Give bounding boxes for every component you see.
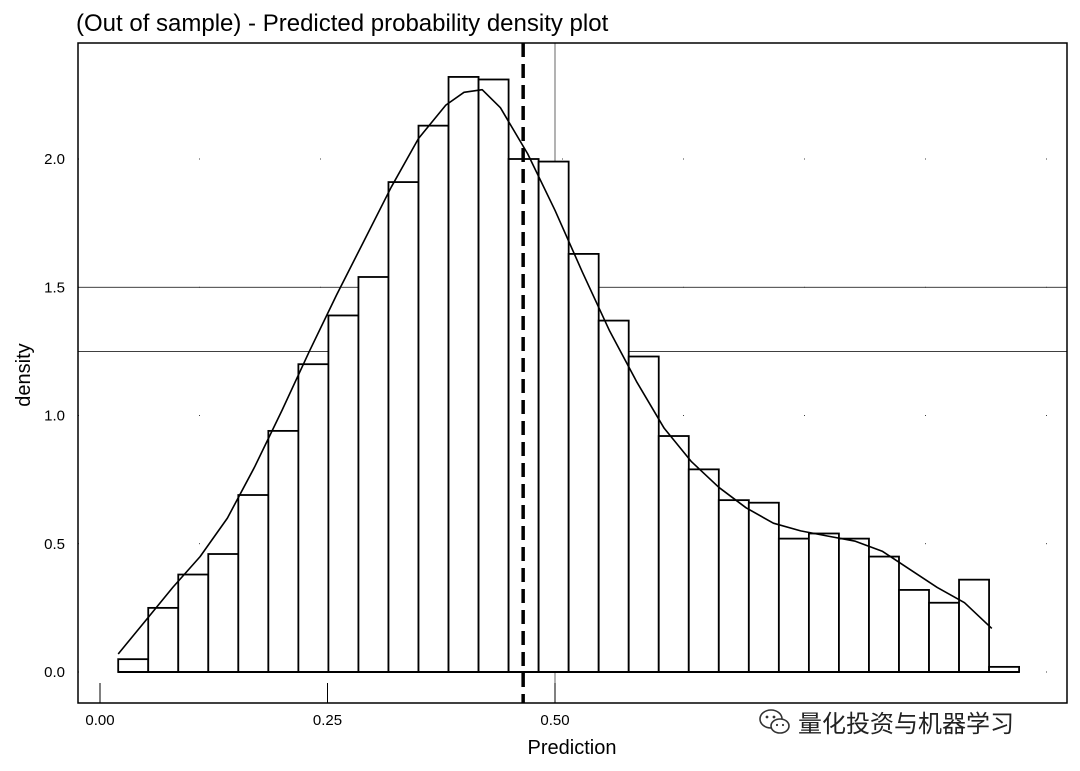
density-curve (117, 88, 993, 655)
watermark: 量化投资与机器学习 (758, 704, 1014, 739)
histogram-bars (117, 76, 1021, 673)
chart-title: (Out of sample) - Predicted probability … (76, 10, 609, 37)
y-axis-ticks: 0.0 0.5 1.0 1.5 2.0 (44, 151, 65, 681)
y-tick-label: 1.5 (44, 279, 65, 296)
y-tick-label: 0.0 (44, 664, 65, 681)
histogram-bar (687, 468, 720, 673)
histogram-bar (447, 76, 480, 673)
x-axis-ticks: 0.00 0.25 0.50 (85, 683, 570, 729)
x-tick-label: 0.00 (85, 712, 114, 729)
histogram-bar (567, 253, 600, 673)
histogram-bar (958, 578, 990, 673)
histogram-bar (657, 435, 690, 673)
histogram-bar (868, 555, 900, 673)
y-tick-label: 1.0 (44, 408, 65, 425)
histogram-bar (898, 589, 930, 673)
histogram-bar (717, 499, 750, 673)
histogram-bar (627, 355, 660, 673)
wechat-icon (759, 708, 790, 734)
x-axis-title: Prediction (528, 737, 617, 759)
histogram-bar (838, 537, 870, 673)
histogram-bar (597, 319, 630, 673)
histogram-bar (237, 494, 270, 673)
histogram-bar (477, 78, 510, 673)
histogram-bar (117, 658, 150, 673)
histogram-bar (297, 363, 330, 673)
histogram-bar (147, 606, 180, 673)
histogram-bar (207, 553, 240, 673)
histogram-bar (267, 429, 300, 673)
histogram-bar (747, 501, 780, 673)
histogram-bar (387, 181, 420, 673)
y-tick-label: 2.0 (44, 151, 65, 168)
watermark-text: 量化投资与机器学习 (798, 711, 1014, 738)
histogram-bar (777, 537, 810, 673)
histogram-bar (537, 160, 570, 673)
histogram-bar (807, 532, 840, 673)
y-axis-title: density (13, 343, 35, 406)
histogram-bar (417, 124, 450, 673)
density-curve-path (117, 88, 993, 655)
histogram-bar (327, 314, 360, 673)
histogram-bar (928, 601, 960, 673)
x-tick-label: 0.50 (540, 712, 569, 729)
y-tick-label: 0.5 (44, 536, 65, 553)
histogram-bar (177, 573, 210, 673)
histogram-bar (357, 276, 390, 673)
x-tick-label: 0.25 (313, 712, 342, 729)
